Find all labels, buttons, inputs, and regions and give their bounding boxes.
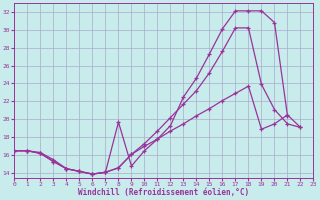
X-axis label: Windchill (Refroidissement éolien,°C): Windchill (Refroidissement éolien,°C)	[78, 188, 250, 197]
